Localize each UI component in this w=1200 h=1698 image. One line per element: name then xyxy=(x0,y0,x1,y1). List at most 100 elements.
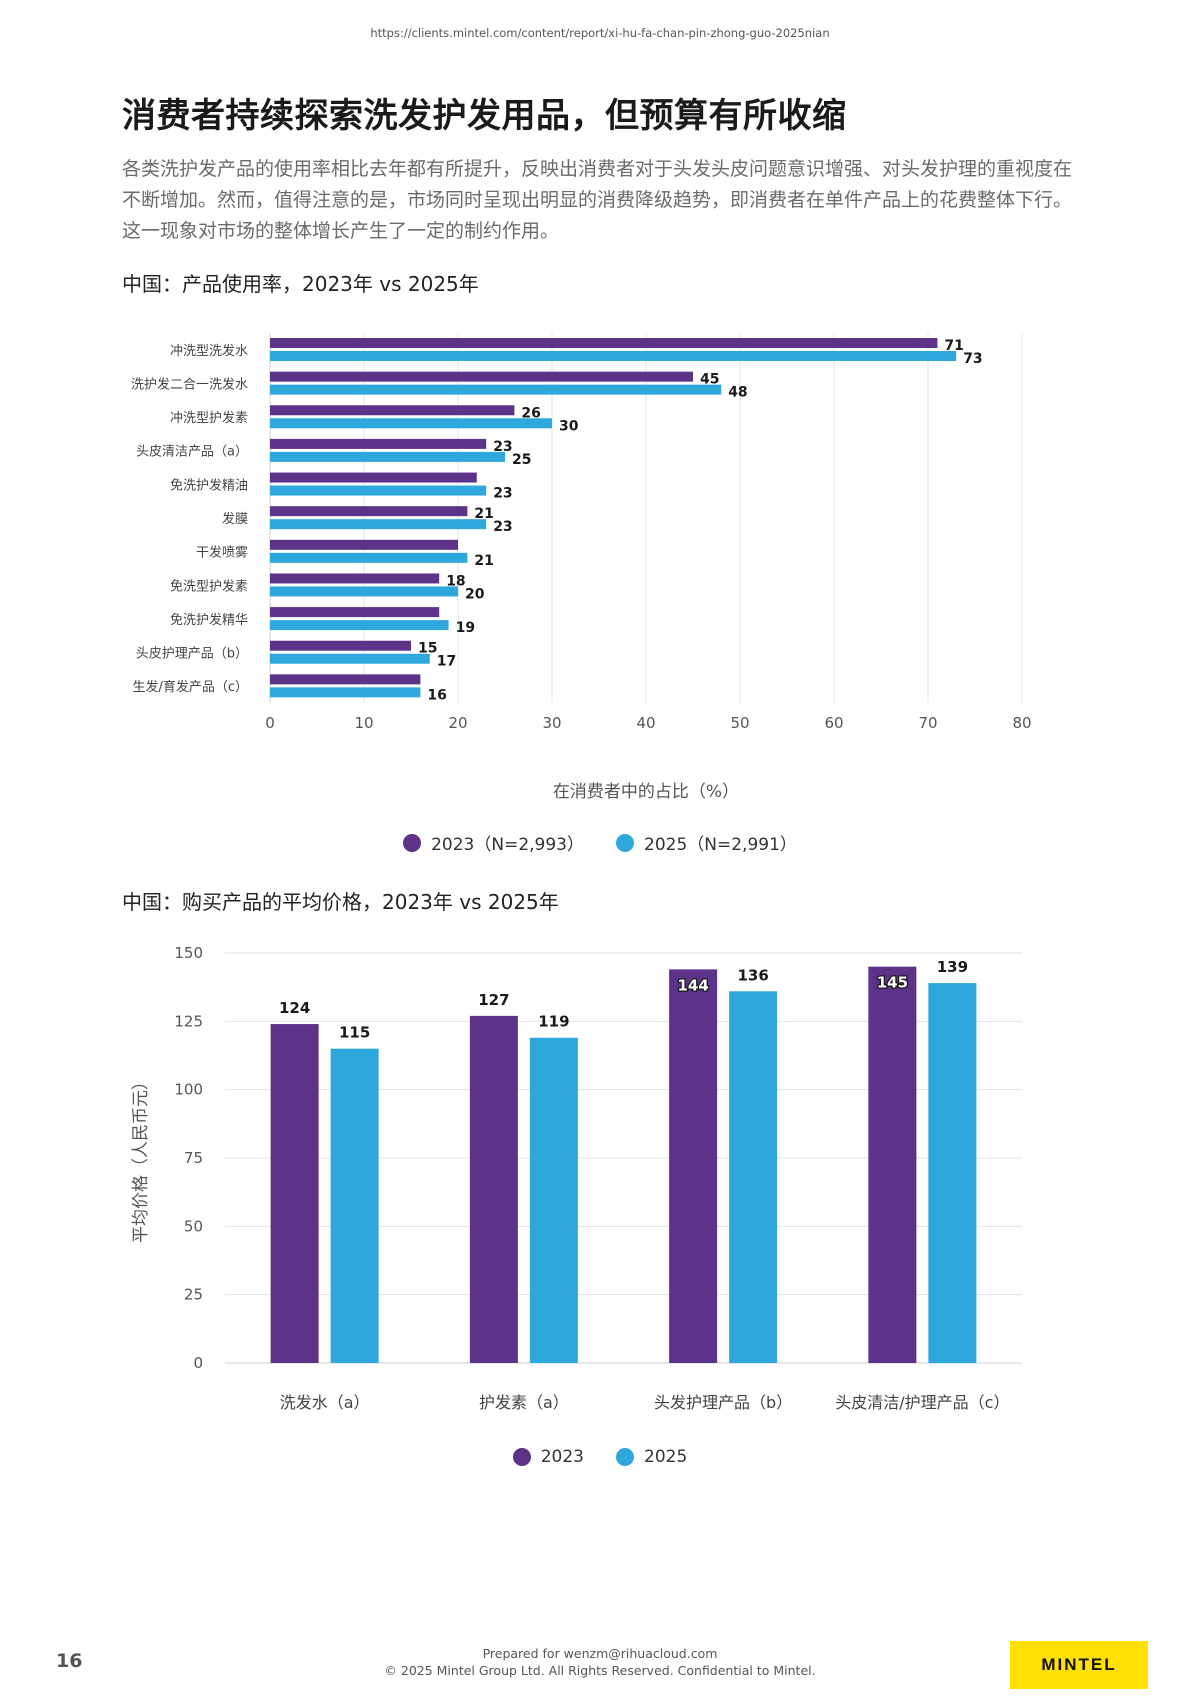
page-description: 各类洗护发产品的使用率相比去年都有所提升，反映出消费者对于头发头皮问题意识增强、… xyxy=(122,158,1073,242)
source-url: https://clients.mintel.com/content/repor… xyxy=(370,26,830,40)
chart1-bar xyxy=(270,384,722,395)
chart2-bar xyxy=(729,991,778,1363)
chart1-bar xyxy=(270,405,515,416)
legend2-dot-2023 xyxy=(512,1448,531,1466)
chart1-data-label: 16 xyxy=(427,687,446,703)
footer-text: Prepared for wenzm@rihuacloud.com © 2025… xyxy=(300,1645,900,1679)
chart2-title: 中国：购买产品的平均价格，2023年 vs 2025年 xyxy=(122,890,559,914)
chart1-data-label: 17 xyxy=(437,654,456,670)
chart1-bar xyxy=(270,573,440,584)
chart1-x-tick-label: 10 xyxy=(354,714,373,732)
chart1-bar xyxy=(270,438,487,449)
chart1-x-tick-label: 30 xyxy=(542,714,561,732)
chart1-category-label: 生发/育发产品（c） xyxy=(132,679,248,695)
legend1-label-2025: 2025（N=2,991） xyxy=(644,835,797,855)
chart2-y-tick-label: 150 xyxy=(174,944,203,962)
chart1-bar xyxy=(270,640,411,651)
chart1-category-label: 干发喷雾 xyxy=(196,545,248,561)
page-number: 16 xyxy=(56,1650,83,1672)
chart1-bar xyxy=(270,539,458,550)
chart1-category-label: 免洗护发精华 xyxy=(170,612,248,628)
chart2-data-label: 115 xyxy=(339,1024,370,1042)
chart1-category-label: 冲洗型护发素 xyxy=(170,410,248,426)
chart2-data-label: 119 xyxy=(538,1013,569,1031)
chart2-bar xyxy=(529,1037,578,1363)
chart1-category-label: 发膜 xyxy=(222,511,248,527)
legend1-item-2023: 2023（N=2,993） xyxy=(403,830,584,855)
chart1-data-label: 23 xyxy=(493,486,512,502)
chart1-x-tick-label: 60 xyxy=(824,714,843,732)
chart2-bar xyxy=(469,1015,518,1363)
chart1-bar xyxy=(270,674,421,685)
footer-copyright: © 2025 Mintel Group Ltd. All Rights Rese… xyxy=(384,1663,816,1678)
legend1-item-2025: 2025（N=2,991） xyxy=(616,830,797,855)
chart1-data-label: 45 xyxy=(700,372,719,388)
chart2-y-tick-label: 25 xyxy=(184,1286,203,1304)
chart1-category-label: 冲洗型洗发水 xyxy=(170,343,248,359)
chart2-bar xyxy=(330,1048,379,1363)
chart1-bar xyxy=(270,485,487,496)
chart1-bar xyxy=(270,653,430,664)
chart1-data-label: 20 xyxy=(465,586,485,602)
chart1-bar xyxy=(270,586,458,597)
chart2-category-label: 护发素（a） xyxy=(479,1393,569,1412)
chart1-data-label: 30 xyxy=(559,418,579,434)
chart1-data-label: 71 xyxy=(944,338,963,354)
chart1-legend: 2023（N=2,993） 2025（N=2,991） xyxy=(0,830,1200,855)
chart2-data-label: 127 xyxy=(478,991,509,1009)
chart2-y-tick-label: 75 xyxy=(184,1149,203,1167)
chart1-x-axis-title: 在消费者中的占比（%） xyxy=(553,782,739,802)
chart1-x-tick-label: 70 xyxy=(918,714,937,732)
page-title: 消费者持续探索洗发护发用品，但预算有所收缩 xyxy=(122,96,847,136)
chart1-category-label: 免洗护发精油 xyxy=(170,477,248,493)
chart1-x-tick-label: 0 xyxy=(265,714,275,732)
chart1-x-tick-label: 40 xyxy=(636,714,655,732)
chart2-bar xyxy=(868,966,917,1363)
chart2-bar xyxy=(928,983,977,1363)
legend1-dot-2025 xyxy=(616,833,634,852)
mintel-logo: MINTEL xyxy=(1010,1641,1148,1689)
legend2-item-2023: 2023 xyxy=(512,1447,584,1467)
chart1-title: 中国：产品使用率，2023年 vs 2025年 xyxy=(122,272,479,296)
chart2-data-label: 144 xyxy=(677,976,708,994)
chart2-category-label: 头发护理产品（b） xyxy=(654,1393,792,1412)
chart1-category-label: 免洗型护发素 xyxy=(170,578,248,594)
chart1-data-label: 15 xyxy=(418,641,437,657)
chart1-x-tick-label: 80 xyxy=(1012,714,1031,732)
chart1-bar xyxy=(270,451,505,462)
chart1-category-label: 洗护发二合一洗发水 xyxy=(131,376,248,392)
chart2-y-tick-label: 0 xyxy=(193,1354,203,1372)
avg-price-chart: 0 25 50 75 100 125 150 洗发水（a） 124 115 护发素（a） 127 119… xyxy=(131,944,1022,1412)
chart1-data-label: 48 xyxy=(728,385,747,401)
legend1-label-2023: 2023（N=2,993） xyxy=(431,835,584,855)
chart1-data-label: 26 xyxy=(521,405,540,421)
chart1-bar xyxy=(270,371,693,382)
chart1-category-label: 头皮清洁产品（a） xyxy=(136,445,248,460)
chart1-bar xyxy=(270,472,477,483)
chart1-bar xyxy=(270,351,957,361)
legend2-label-2025: 2025 xyxy=(644,1447,688,1467)
chart2-y-tick-label: 125 xyxy=(174,1012,203,1030)
chart1-data-label: 23 xyxy=(493,439,512,455)
chart1-x-tick-label: 20 xyxy=(448,714,467,732)
chart1-data-label: 18 xyxy=(446,573,465,589)
chart2-y-tick-label: 100 xyxy=(174,1081,203,1099)
chart1-bar xyxy=(270,552,468,563)
chart1-bar xyxy=(270,418,552,429)
chart1-data-label: 21 xyxy=(474,553,493,569)
chart1-category-label: 头皮护理产品（b） xyxy=(136,647,248,662)
chart1-bar xyxy=(270,687,421,698)
chart1-bar xyxy=(270,338,938,348)
chart2-y-tick-label: 50 xyxy=(184,1217,203,1235)
chart2-category-label: 洗发水（a） xyxy=(280,1393,370,1412)
legend2-dot-2025 xyxy=(616,1448,634,1466)
chart1-data-label: 19 xyxy=(456,620,475,636)
chart2-data-label: 136 xyxy=(737,966,768,984)
chart1-x-tick-label: 50 xyxy=(730,714,749,732)
chart1-data-label: 21 xyxy=(474,506,493,522)
legend2-label-2023: 2023 xyxy=(540,1447,584,1467)
chart1-data-label: 73 xyxy=(963,351,982,367)
chart2-category-label: 头皮清洁/护理产品（c） xyxy=(835,1393,1009,1412)
legend2-item-2025: 2025 xyxy=(616,1447,687,1467)
